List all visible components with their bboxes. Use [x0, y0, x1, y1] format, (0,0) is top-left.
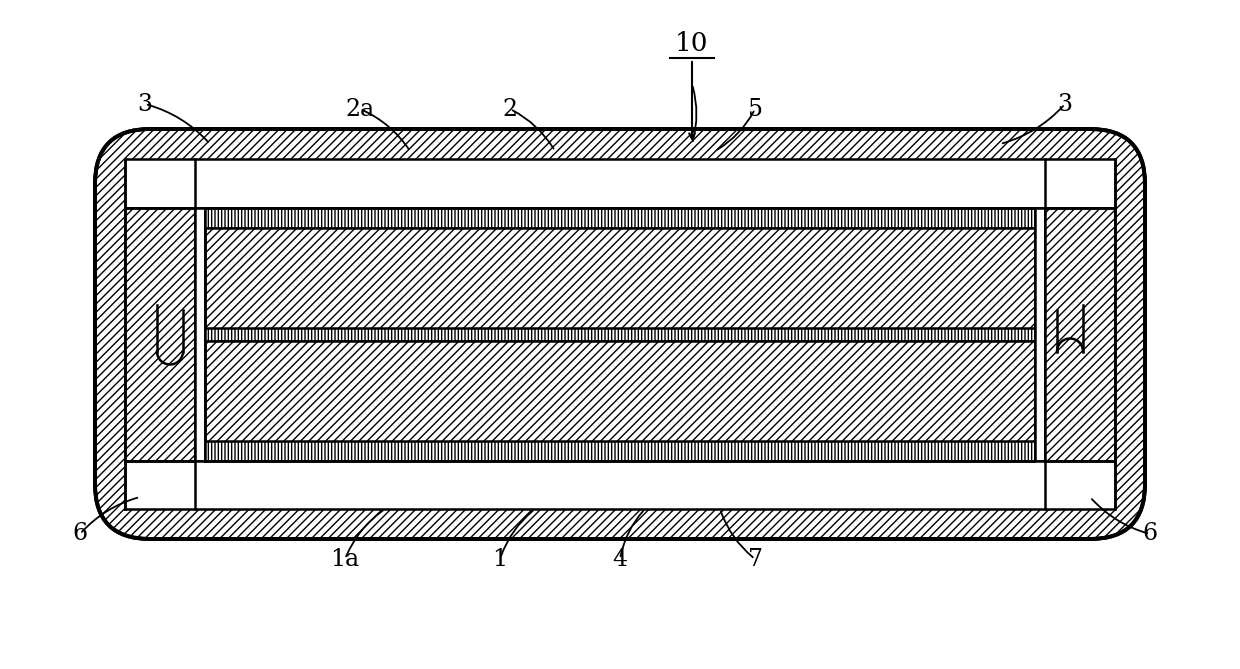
Text: 10: 10 [676, 31, 709, 56]
Bar [125, 461, 195, 509]
Bar [125, 159, 195, 208]
Text: 1a: 1a [330, 547, 360, 571]
Bar [125, 208, 195, 461]
FancyBboxPatch shape [125, 159, 1115, 509]
Bar [205, 208, 1035, 228]
Text: 2: 2 [502, 98, 517, 120]
Text: 3: 3 [1058, 92, 1073, 116]
Text: 5: 5 [748, 98, 763, 120]
Bar [205, 441, 1035, 461]
Bar [1045, 461, 1115, 509]
Text: 3: 3 [138, 92, 153, 116]
Text: 6: 6 [72, 522, 88, 545]
Text: 4: 4 [613, 547, 627, 571]
Bar [205, 228, 1035, 328]
Bar [1035, 208, 1045, 461]
Text: 7: 7 [748, 547, 763, 571]
Bar [205, 328, 1035, 341]
Bar [195, 208, 205, 461]
Bar [1045, 208, 1115, 461]
FancyBboxPatch shape [95, 129, 1145, 539]
Text: 6: 6 [1142, 522, 1158, 545]
Bar [1045, 159, 1115, 208]
Text: 1: 1 [492, 547, 507, 571]
Bar [205, 341, 1035, 441]
Text: 2a: 2a [346, 98, 374, 120]
